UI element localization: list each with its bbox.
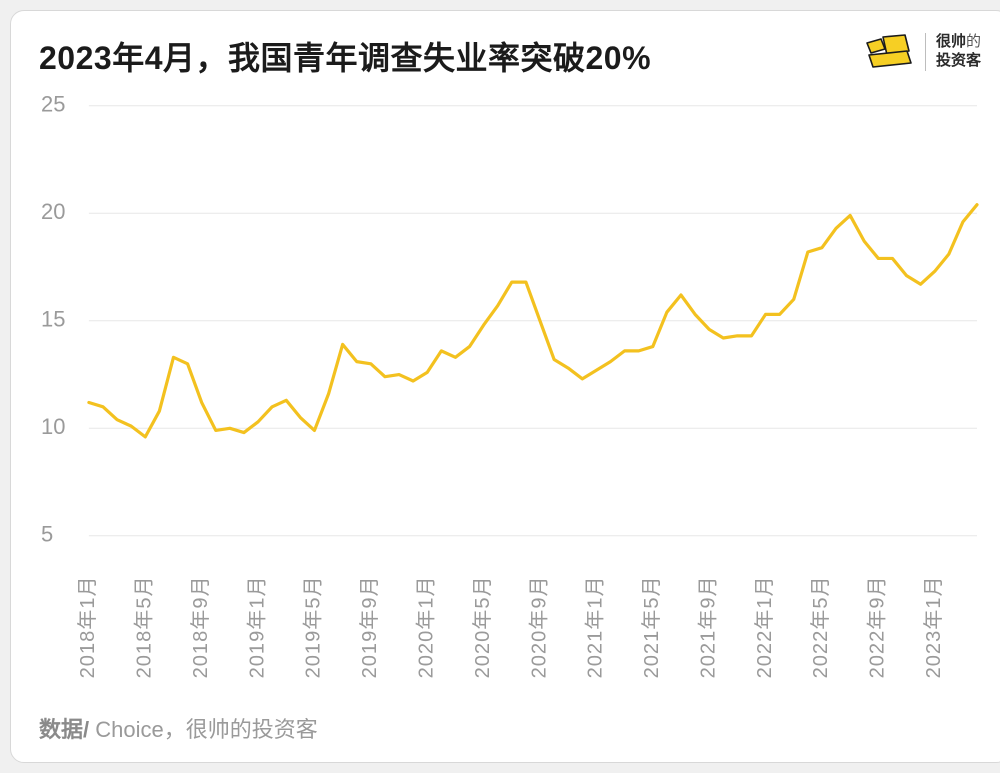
header: 2023年4月，我国青年调查失业率突破20% 很帅的 投资客 <box>39 33 981 79</box>
svg-text:2022年5月: 2022年5月 <box>809 575 832 678</box>
svg-text:2022年9月: 2022年9月 <box>866 575 889 678</box>
line-chart: 5 10 15 20 25 2018年1月 2018年5月 2018年9月 2019年1月 201… <box>39 85 981 708</box>
brand-block: 很帅的 投资客 <box>861 33 981 71</box>
brand-divider <box>925 33 926 71</box>
svg-text:2021年1月: 2021年1月 <box>584 575 607 678</box>
svg-text:2020年9月: 2020年9月 <box>527 575 550 678</box>
svg-text:2021年9月: 2021年9月 <box>696 575 719 678</box>
svg-text:25: 25 <box>41 92 65 117</box>
svg-text:2019年9月: 2019年9月 <box>358 575 381 678</box>
svg-text:2018年9月: 2018年9月 <box>189 575 212 678</box>
chart-title: 2023年4月，我国青年调查失业率突破20% <box>39 33 651 79</box>
svg-text:2018年5月: 2018年5月 <box>133 575 156 678</box>
data-source-text: Choice，很帅的投资客 <box>89 717 318 742</box>
brand-line2: 投资客 <box>936 52 981 71</box>
brand-logo-icon <box>861 33 915 71</box>
data-source: 数据/ Choice，很帅的投资客 <box>39 712 981 744</box>
svg-text:2019年1月: 2019年1月 <box>245 575 268 678</box>
svg-text:2020年5月: 2020年5月 <box>471 575 494 678</box>
svg-text:2018年1月: 2018年1月 <box>76 575 99 678</box>
svg-text:2023年1月: 2023年1月 <box>922 575 945 678</box>
svg-text:15: 15 <box>41 307 65 332</box>
data-source-label: 数据/ <box>39 717 89 742</box>
chart-card: 2023年4月，我国青年调查失业率突破20% 很帅的 投资客 5 10 15 20 25… <box>10 10 1000 763</box>
brand-line1-light: 的 <box>966 33 981 50</box>
chart-area: 5 10 15 20 25 2018年1月 2018年5月 2018年9月 2019年1月 201… <box>39 85 981 708</box>
svg-text:10: 10 <box>41 414 65 439</box>
svg-text:5: 5 <box>41 522 53 547</box>
brand-line1-bold: 很帅 <box>936 33 966 50</box>
svg-text:2022年1月: 2022年1月 <box>753 575 776 678</box>
svg-text:2019年5月: 2019年5月 <box>302 575 325 678</box>
svg-text:2021年5月: 2021年5月 <box>640 575 663 678</box>
svg-text:2020年1月: 2020年1月 <box>415 575 438 678</box>
svg-text:20: 20 <box>41 199 65 224</box>
brand-text: 很帅的 投资客 <box>936 33 981 71</box>
